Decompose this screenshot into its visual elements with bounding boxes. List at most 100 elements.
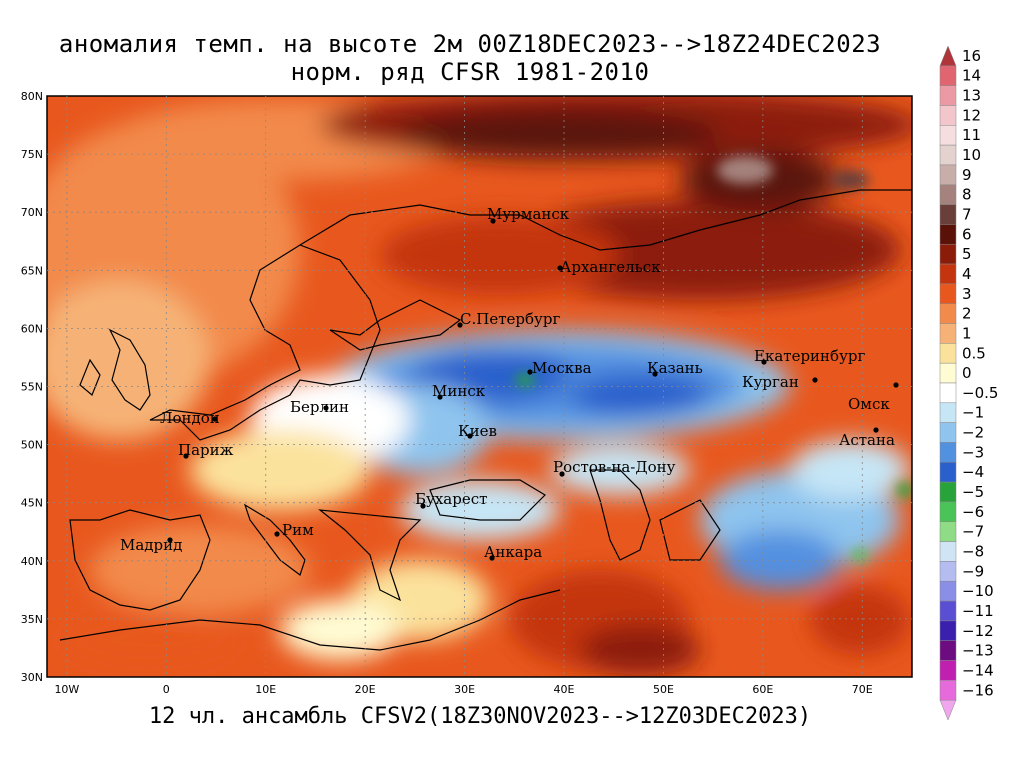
colorbar-swatch bbox=[939, 640, 957, 661]
colorbar-label: −8 bbox=[962, 543, 984, 561]
colorbar-label: −10 bbox=[962, 582, 994, 600]
lat-label-80N: 80N bbox=[21, 90, 43, 103]
city-6-label: Курган bbox=[742, 373, 799, 391]
graticule bbox=[47, 96, 912, 677]
city-15-label: Бухарест bbox=[415, 490, 487, 508]
lon-label-10E: 10E bbox=[255, 683, 276, 696]
colorbar-label: −11 bbox=[962, 602, 994, 620]
colorbar-label: 5 bbox=[962, 245, 972, 263]
lat-label-65N: 65N bbox=[21, 264, 43, 277]
colorbar-swatch bbox=[939, 442, 957, 463]
lon-label-70E: 70E bbox=[852, 683, 873, 696]
lon-label-0: 0 bbox=[163, 683, 170, 696]
colorbar-label: −2 bbox=[962, 424, 984, 442]
colorbar-label: 11 bbox=[962, 126, 981, 144]
colorbar-label: −9 bbox=[962, 562, 984, 580]
city-1-label: Архангельск bbox=[560, 258, 661, 276]
city-5-dot bbox=[761, 359, 767, 365]
colorbar-label: 0.5 bbox=[962, 344, 986, 362]
city-10-dot bbox=[323, 405, 329, 411]
colorbar-label: −7 bbox=[962, 523, 984, 541]
city-17-dot bbox=[274, 531, 280, 537]
colorbar-label: 2 bbox=[962, 305, 972, 323]
colorbar-label: −1 bbox=[962, 404, 984, 422]
colorbar-label: 10 bbox=[962, 146, 981, 164]
city-12-label: Париж bbox=[178, 441, 234, 459]
city-9-label: Минск bbox=[432, 382, 486, 400]
colorbar-label: 0 bbox=[962, 364, 972, 382]
colorbar-label: −0.5 bbox=[962, 384, 998, 402]
city-5-label: Екатеринбург bbox=[754, 347, 865, 365]
colorbar-label: −6 bbox=[962, 503, 984, 521]
colorbar-swatch bbox=[939, 422, 957, 443]
colorbar-label: 8 bbox=[962, 186, 972, 204]
map-title: аномалия темп. на высоте 2м 00Z18DEC2023… bbox=[58, 30, 882, 58]
lon-label-20E: 20E bbox=[355, 683, 376, 696]
city-15-dot bbox=[420, 503, 426, 509]
city-13-dot bbox=[467, 433, 473, 439]
city-18-label: Анкара bbox=[484, 543, 542, 561]
colorbar-swatch bbox=[939, 620, 957, 641]
city-17-label: Рим bbox=[282, 521, 314, 539]
city-1-dot bbox=[557, 265, 563, 271]
colorbar-swatch bbox=[939, 204, 957, 225]
colorbar-label: −3 bbox=[962, 443, 984, 461]
colorbar-label: 6 bbox=[962, 225, 972, 243]
city-10-label: Берлин bbox=[290, 398, 349, 416]
city-4-label: Казань bbox=[647, 359, 703, 377]
colorbar-swatch bbox=[939, 521, 957, 542]
colorbar-label: −16 bbox=[962, 681, 994, 699]
colorbar-label: 4 bbox=[962, 265, 972, 283]
colorbar-swatch bbox=[939, 65, 957, 86]
city-14-dot bbox=[559, 471, 565, 477]
lat-label-35N: 35N bbox=[21, 613, 43, 626]
map-footer: 12 чл. ансамбль CFSV2(18Z30NOV2023-->12Z… bbox=[148, 704, 812, 729]
colorbar-swatch bbox=[939, 283, 957, 304]
colorbar-label: 7 bbox=[962, 206, 972, 224]
colorbar-swatch bbox=[939, 105, 957, 126]
colorbar-swatch bbox=[939, 164, 957, 186]
lat-label-60N: 60N bbox=[21, 322, 43, 335]
colorbar-label: −5 bbox=[962, 483, 984, 501]
colorbar-label: 16 bbox=[962, 47, 981, 65]
colorbar-swatch bbox=[939, 462, 957, 483]
colorbar-swatch bbox=[939, 561, 957, 582]
city-16-label: Мадрид bbox=[120, 536, 182, 554]
city-6-dot bbox=[812, 377, 818, 383]
lon-label-40E: 40E bbox=[554, 683, 575, 696]
colorbar-swatch bbox=[939, 243, 957, 265]
colorbar-swatch bbox=[939, 224, 957, 245]
colorbar-label: 13 bbox=[962, 87, 981, 105]
colorbar-swatch bbox=[939, 600, 957, 622]
colorbar-swatch bbox=[939, 680, 957, 701]
lat-label-50N: 50N bbox=[21, 439, 43, 452]
lat-label-55N: 55N bbox=[21, 381, 43, 394]
colorbar-label: 14 bbox=[962, 67, 981, 85]
longitude-labels: 10W 0 10E 20E 30E 40E 50E 60E 70E bbox=[54, 683, 872, 696]
colorbar-label: −14 bbox=[962, 661, 994, 679]
lon-label-50E: 50E bbox=[653, 683, 674, 696]
colorbar-label: 1 bbox=[962, 324, 972, 342]
city-2-dot bbox=[457, 322, 463, 328]
map-subtitle: норм. ряд CFSR 1981-2010 bbox=[290, 58, 650, 86]
colorbar-swatch-bottom bbox=[939, 699, 957, 721]
city-3-label: Москва bbox=[532, 359, 592, 377]
colorbar-swatch bbox=[939, 362, 957, 384]
colorbar-swatch bbox=[939, 402, 957, 423]
colorbar-swatch bbox=[939, 144, 957, 166]
colorbar-swatch bbox=[939, 660, 957, 681]
city-0-dot bbox=[490, 218, 496, 224]
city-4-dot bbox=[652, 371, 658, 377]
coastlines bbox=[59, 189, 912, 651]
lon-label-60E: 60E bbox=[752, 683, 773, 696]
colorbar-swatch-top bbox=[939, 45, 957, 67]
city-0-label: Мурманск bbox=[487, 205, 570, 223]
city-9-dot bbox=[437, 394, 443, 400]
colorbar-swatch bbox=[939, 481, 957, 503]
colorbar-label: 9 bbox=[962, 166, 972, 184]
lat-label-70N: 70N bbox=[21, 206, 43, 219]
lat-label-30N: 30N bbox=[21, 671, 43, 684]
colorbar-swatch bbox=[939, 184, 957, 205]
lat-label-40N: 40N bbox=[21, 555, 43, 568]
city-11-dot bbox=[212, 416, 218, 422]
